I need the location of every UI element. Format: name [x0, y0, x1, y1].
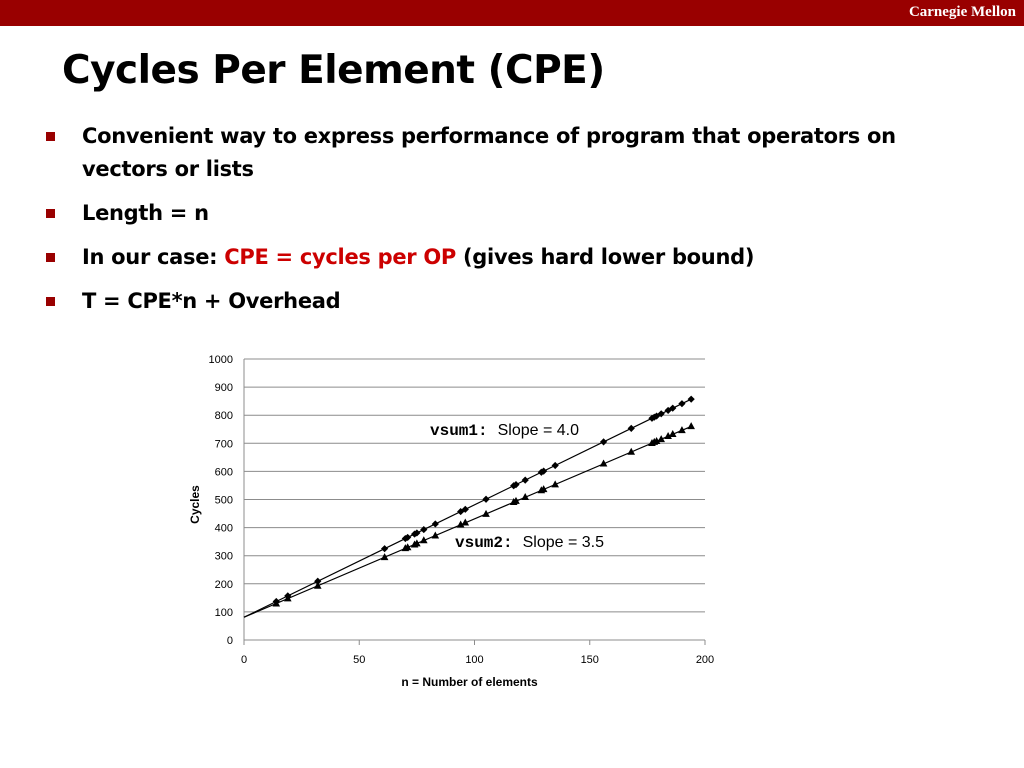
vsum1-point [457, 507, 465, 516]
vsum1-point [314, 577, 322, 585]
vsum1-point [664, 406, 672, 415]
bullet-text: Convenient way to express performance of… [82, 124, 896, 181]
vsum2-point [668, 430, 677, 438]
bullet-item: In our case: CPE = cycles per OP (gives … [44, 241, 944, 274]
vsum1-point [652, 412, 661, 420]
bullet-item: Convenient way to express performance of… [44, 120, 944, 186]
vsum1-point [482, 495, 490, 503]
y-tick-label: 500 [215, 495, 233, 507]
y-tick-label: 700 [215, 438, 233, 450]
y-tick-label: 300 [215, 551, 233, 563]
bullet-square-icon [46, 209, 55, 218]
vsum2-point [521, 492, 530, 500]
bullet-text-highlight: CPE = cycles per OP [224, 245, 456, 269]
y-tick-label: 800 [215, 410, 233, 422]
bullet-square-icon [46, 253, 55, 262]
y-tick-label: 0 [227, 635, 233, 647]
vsum2-point [539, 485, 548, 493]
vsum1-point [627, 424, 635, 433]
bullet-square-icon [46, 132, 55, 141]
bullet-square-icon [46, 297, 55, 306]
vsum1-point [678, 400, 686, 408]
vsum2-fit-line [243, 425, 692, 618]
vsum2-point [413, 539, 421, 547]
vsum2-point [627, 447, 636, 455]
y-axis-label: Cycles [188, 485, 202, 524]
vsum1-point [420, 525, 428, 534]
x-tick-label: 0 [241, 654, 247, 666]
vsum2-annotation-label: vsum2: [455, 534, 513, 552]
vsum2-point [313, 581, 322, 589]
vsum2-point [482, 509, 490, 517]
vsum1-point [521, 476, 529, 484]
bullet-text: Length = n [82, 201, 209, 225]
bullet-list: Convenient way to express performance of… [44, 120, 944, 329]
x-tick-label: 150 [581, 654, 599, 666]
brand-label: Carnegie Mellon [908, 4, 1016, 20]
vsum1-point [512, 481, 520, 489]
bullet-item: Length = n [44, 197, 944, 230]
vsum2-point [380, 553, 389, 561]
header-bar: Carnegie Mellon [0, 0, 1024, 26]
vsum1-point [381, 545, 389, 553]
vsum2-point [599, 459, 608, 467]
vsum2-point [512, 496, 520, 504]
y-tick-label: 600 [215, 466, 233, 478]
vsum2-point [687, 422, 695, 430]
y-tick-label: 900 [215, 382, 233, 394]
vsum1-point [404, 533, 412, 542]
vsum2-point [664, 431, 672, 439]
vsum1-point [669, 404, 677, 412]
vsum1-point [540, 467, 548, 475]
bullet-text: T = CPE*n + Overhead [82, 289, 341, 313]
vsum2-point [283, 594, 292, 602]
vsum1-point [413, 529, 421, 537]
vsum2-point [652, 437, 661, 445]
x-tick-label: 50 [353, 654, 365, 666]
vsum1-annotation-label: vsum1: [430, 422, 488, 440]
vsum1-annotation-slope: Slope = 4.0 [498, 422, 580, 439]
vsum2-point [272, 599, 281, 607]
x-tick-label: 200 [696, 654, 714, 666]
vsum2-point [678, 426, 686, 434]
x-tick-label: 100 [465, 654, 483, 666]
y-tick-label: 1000 [209, 354, 233, 366]
vsum1-point [431, 520, 439, 528]
bullet-item: T = CPE*n + Overhead [44, 285, 944, 318]
vsum2-point [551, 480, 559, 488]
vsum1-point [657, 410, 665, 418]
vsum2-point [456, 520, 465, 528]
vsum1-point [461, 505, 469, 513]
vsum2-annotation-slope: Slope = 3.5 [523, 534, 605, 551]
vsum2-point [461, 518, 470, 526]
vsum2-point [419, 536, 428, 544]
vsum1-point [687, 395, 695, 403]
slide-title: Cycles Per Element (CPE) [62, 48, 605, 93]
y-tick-label: 400 [215, 523, 233, 535]
vsum2-point [403, 543, 412, 551]
vsum2-annotation: vsum2: Slope = 3.5 [455, 534, 604, 552]
vsum1-point [599, 438, 608, 446]
vsum1-annotation: vsum1: Slope = 4.0 [430, 422, 579, 440]
y-tick-label: 200 [215, 579, 233, 591]
vsum2-point [657, 435, 666, 443]
vsum1-point [551, 461, 559, 470]
x-axis-label: n = Number of elements [401, 675, 538, 689]
vsum2-point [431, 531, 440, 539]
bullet-text-suffix: (gives hard lower bound) [456, 245, 755, 269]
bullet-text-prefix: In our case: [82, 245, 225, 269]
y-tick-label: 100 [215, 607, 233, 619]
